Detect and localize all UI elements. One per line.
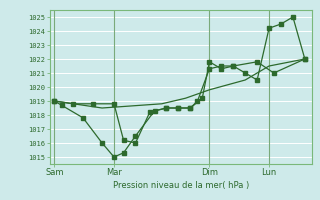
- X-axis label: Pression niveau de la mer( hPa ): Pression niveau de la mer( hPa ): [113, 181, 249, 190]
